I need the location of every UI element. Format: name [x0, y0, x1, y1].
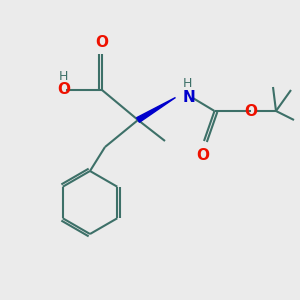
- Text: H: H: [183, 77, 192, 90]
- Polygon shape: [136, 98, 176, 122]
- Text: O: O: [95, 35, 109, 50]
- Text: O: O: [196, 148, 209, 163]
- Text: N: N: [183, 90, 196, 105]
- Text: O: O: [57, 82, 70, 98]
- Text: O: O: [244, 103, 257, 118]
- Text: H: H: [59, 70, 68, 83]
